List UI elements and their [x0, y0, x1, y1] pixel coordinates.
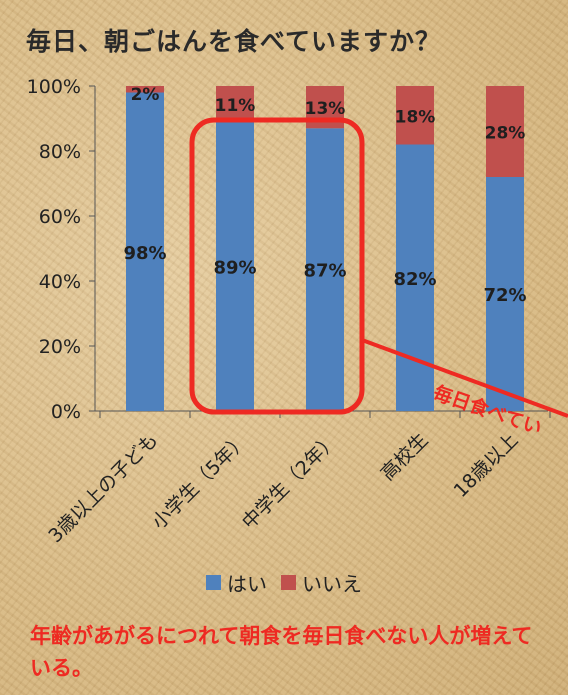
x-category-label: 3歳以上の子ども: [44, 429, 162, 547]
bar-no: [396, 86, 434, 145]
data-label-yes: 72%: [483, 285, 526, 306]
legend: はい いいえ: [0, 568, 568, 597]
legend-item-yes: はい: [206, 568, 267, 597]
y-tick-label: 40%: [39, 271, 81, 293]
x-category-label: 高校生: [377, 429, 433, 485]
bar-yes: [306, 128, 344, 411]
legend-label-yes: はい: [227, 572, 267, 596]
annotation-line: [361, 338, 568, 418]
x-category-label: 中学生（2年）: [238, 429, 343, 534]
data-label-no: 28%: [485, 124, 526, 144]
bar-no: [216, 86, 254, 122]
legend-item-no: いいえ: [281, 568, 362, 597]
data-label-yes: 98%: [123, 243, 166, 264]
bar-no: [486, 86, 524, 177]
y-tick-label: 100%: [27, 76, 81, 98]
y-tick-label: 80%: [39, 141, 81, 163]
bar-yes: [396, 144, 434, 411]
data-label-no: 13%: [305, 99, 346, 119]
y-tick-label: 60%: [39, 206, 81, 228]
bar-yes: [126, 92, 164, 411]
legend-swatch-no: [281, 575, 296, 590]
bar-no: [126, 86, 164, 93]
data-label-yes: 87%: [303, 261, 346, 282]
bar-yes: [216, 121, 254, 411]
data-label-yes: 89%: [213, 257, 256, 278]
data-label-no: 2%: [131, 85, 160, 105]
y-tick-label: 20%: [39, 336, 81, 358]
highlight-box: [189, 117, 365, 415]
legend-swatch-yes: [206, 575, 221, 590]
data-label-no: 11%: [215, 96, 256, 116]
data-label-yes: 82%: [393, 269, 436, 290]
bar-yes: [486, 177, 524, 411]
legend-label-no: いいえ: [302, 572, 362, 596]
caption-text: 年齢があがるにつれて朝食を毎日食べない人が増えている。: [30, 624, 533, 680]
chart-title: 毎日、朝ごはんを食べていますか？: [26, 27, 442, 56]
y-tick-label: 0%: [51, 401, 81, 423]
x-category-label: 18歳以上: [450, 429, 523, 502]
data-label-no: 18%: [395, 107, 436, 127]
